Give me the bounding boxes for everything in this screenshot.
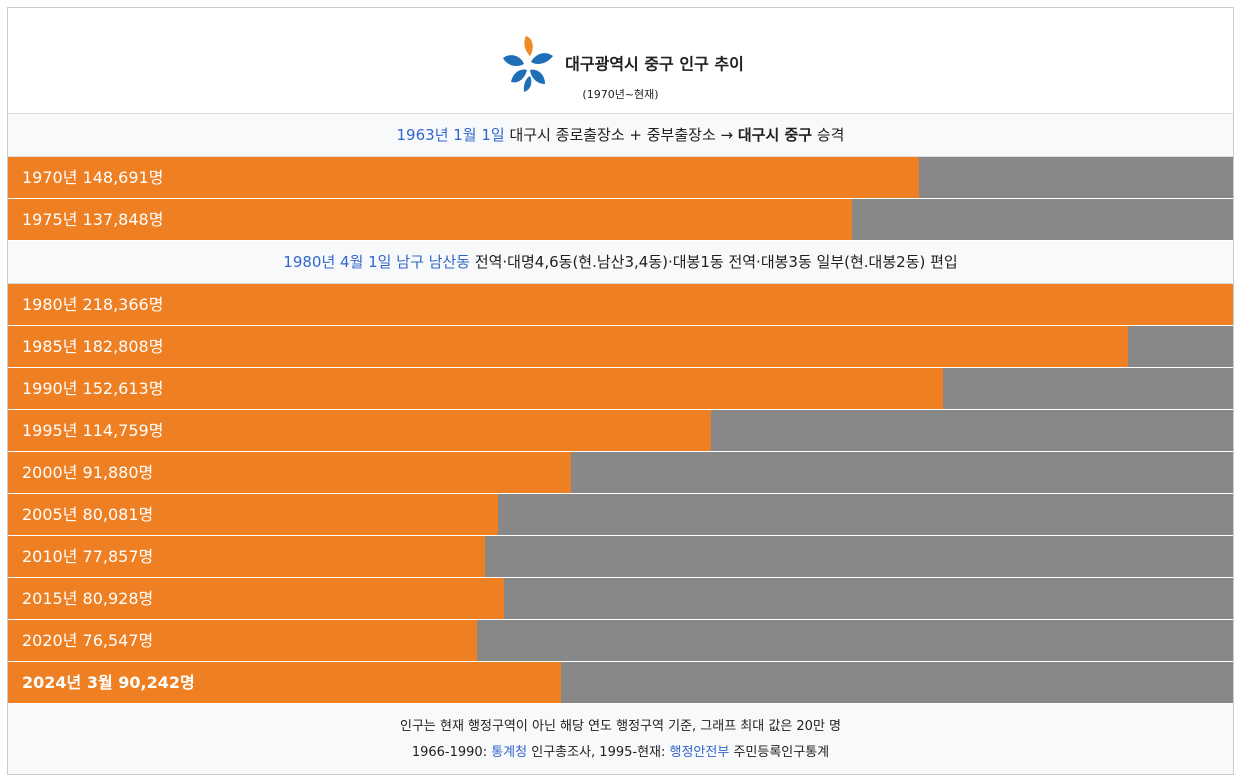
year: 1995년 — [22, 421, 78, 440]
year: 2010년 — [22, 547, 78, 566]
note-row: 1963년 1월 1일 대구시 종로출장소 + 중부출장소 → 대구시 중구 승… — [8, 114, 1233, 157]
chart-title: 대구광역시 중구 인구 추이 — [565, 54, 744, 74]
value-label: 148,691명 — [82, 168, 164, 187]
year: 1975년 — [22, 210, 78, 229]
title-row: 대구광역시 중구 인구 추이 — [8, 34, 1233, 96]
bar-label: 1980년 218,366명 — [22, 284, 163, 325]
year: 1970년 — [22, 168, 78, 187]
link[interactable]: 1963년 1월 1일 — [396, 126, 505, 144]
bar — [8, 452, 571, 493]
bar-row: 1970년 148,691명 — [8, 157, 1233, 199]
year: 1990년 — [22, 379, 78, 398]
year: 2024년 3월 — [22, 673, 113, 692]
bar-label: 2015년 80,928명 — [22, 578, 153, 619]
year: 1985년 — [22, 337, 78, 356]
bar-row: 1980년 218,366명 — [8, 284, 1233, 326]
value-label: 80,081명 — [82, 505, 154, 524]
bar — [8, 494, 499, 535]
bar-row: 1990년 152,613명 — [8, 368, 1233, 410]
subtitle: (1970년~현재) — [582, 88, 659, 101]
value-label: 77,857명 — [82, 547, 154, 566]
footer: 인구는 현재 행정구역이 아닌 해당 연도 행정구역 기준, 그래프 최대 값은… — [8, 704, 1233, 766]
bar-label: 1975년 137,848명 — [22, 199, 163, 240]
bar-label: 1985년 182,808명 — [22, 326, 163, 367]
bar-row: 2000년 91,880명 — [8, 452, 1233, 494]
year: 2015년 — [22, 589, 78, 608]
bar — [8, 662, 561, 703]
bar — [8, 410, 711, 451]
bar-row: 1985년 182,808명 — [8, 326, 1233, 368]
value-label: 137,848명 — [82, 210, 164, 229]
bar-row: 2015년 80,928명 — [8, 578, 1233, 620]
bar-label: 1990년 152,613명 — [22, 368, 163, 409]
bar-row: 2005년 80,081명 — [8, 494, 1233, 536]
bar-label: 2010년 77,857명 — [22, 536, 153, 577]
text: 인구는 현재 행정구역이 아닌 해당 연도 행정구역 기준, 그래프 최대 값은… — [399, 719, 842, 734]
bar-label: 2024년 3월 90,242명 — [22, 662, 195, 703]
text: 인구총조사, 1995-현재: — [527, 745, 670, 760]
year: 1980년 — [22, 295, 78, 314]
text: 전역·대명4,6동(현.남산3,4동)·대봉1동 전역·대봉3동 일부(현.대봉… — [470, 253, 958, 271]
value-label: 182,808명 — [82, 337, 164, 356]
value-label: 76,547명 — [82, 631, 154, 650]
bar-row: 1975년 137,848명 — [8, 199, 1233, 241]
text: 1966-1990: — [411, 745, 492, 760]
bar — [8, 284, 1233, 325]
value-label: 91,880명 — [82, 463, 154, 482]
text: 주민등록인구통계 — [729, 745, 830, 760]
bar — [8, 326, 1128, 367]
value-label: 80,928명 — [82, 589, 154, 608]
bar-label: 2000년 91,880명 — [22, 452, 153, 493]
logo — [503, 36, 554, 92]
bar — [8, 536, 485, 577]
link[interactable]: 1980년 4월 1일 — [283, 253, 392, 271]
bar-label: 1995년 114,759명 — [22, 410, 163, 451]
bar — [8, 620, 477, 661]
value-label: 114,759명 — [82, 421, 164, 440]
link[interactable]: 남구 남산동 — [396, 253, 471, 271]
bar — [8, 157, 919, 198]
footer-line: 1966-1990: 통계청 인구총조사, 1995-현재: 행정안전부 주민등… — [8, 740, 1233, 766]
bar — [8, 578, 504, 619]
population-box: 대구광역시 중구 인구 추이 (1970년~현재) 1963년 1월 1일 대구… — [7, 7, 1234, 775]
value-label: 152,613명 — [82, 379, 164, 398]
bar-row: 1995년 114,759명 — [8, 410, 1233, 452]
footer-line: 인구는 현재 행정구역이 아닌 해당 연도 행정구역 기준, 그래프 최대 값은… — [8, 714, 1233, 740]
year: 2000년 — [22, 463, 78, 482]
bar-label: 2005년 80,081명 — [22, 494, 153, 535]
year: 2005년 — [22, 505, 78, 524]
value-label: 90,242명 — [118, 673, 195, 692]
link[interactable]: 행정안전부 — [669, 745, 730, 760]
header: 대구광역시 중구 인구 추이 (1970년~현재) — [8, 8, 1233, 114]
link[interactable]: 통계청 — [491, 745, 528, 760]
note-row: 1980년 4월 1일 남구 남산동 전역·대명4,6동(현.남산3,4동)·대… — [8, 241, 1233, 284]
bar-row: 2020년 76,547명 — [8, 620, 1233, 662]
text: 대구시 중구 — [737, 126, 813, 144]
rows: 1963년 1월 1일 대구시 종로출장소 + 중부출장소 → 대구시 중구 승… — [8, 114, 1233, 704]
text: 대구시 종로출장소 + 중부출장소 → — [504, 126, 738, 144]
year: 2020년 — [22, 631, 78, 650]
bar-row: 2024년 3월 90,242명 — [8, 662, 1233, 704]
bar-label: 2020년 76,547명 — [22, 620, 153, 661]
value-label: 218,366명 — [82, 295, 164, 314]
text: 승격 — [812, 126, 845, 144]
bar — [8, 199, 853, 240]
bar-row: 2010년 77,857명 — [8, 536, 1233, 578]
bar-label: 1970년 148,691명 — [22, 157, 163, 198]
bar — [8, 368, 943, 409]
